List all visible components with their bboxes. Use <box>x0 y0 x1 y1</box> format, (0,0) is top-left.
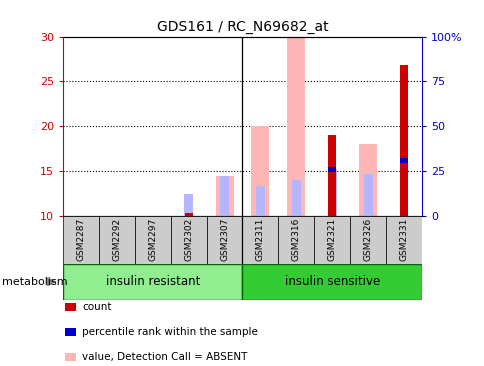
Text: GSM2292: GSM2292 <box>112 218 121 261</box>
Text: GSM2331: GSM2331 <box>399 218 408 261</box>
Bar <box>363 174 372 216</box>
Bar <box>358 144 376 216</box>
Text: GSM2287: GSM2287 <box>76 218 85 261</box>
Bar <box>63 264 242 300</box>
Bar <box>256 186 264 216</box>
Text: GSM2302: GSM2302 <box>184 218 193 261</box>
Text: GSM2297: GSM2297 <box>148 218 157 261</box>
Bar <box>99 216 135 264</box>
Bar <box>399 65 407 216</box>
Bar <box>327 169 336 216</box>
Text: insulin sensitive: insulin sensitive <box>284 275 379 288</box>
Bar <box>220 176 228 216</box>
Bar <box>63 216 99 264</box>
Bar <box>215 176 233 216</box>
Text: insulin resistant: insulin resistant <box>106 275 199 288</box>
Bar <box>287 37 304 216</box>
Text: value, Detection Call = ABSENT: value, Detection Call = ABSENT <box>82 352 247 362</box>
Bar <box>314 216 349 264</box>
Bar <box>278 216 314 264</box>
Bar <box>184 194 193 216</box>
Bar <box>242 264 421 300</box>
Text: GSM2316: GSM2316 <box>291 218 300 261</box>
Bar <box>184 213 192 216</box>
Bar <box>242 216 278 264</box>
Text: GSM2307: GSM2307 <box>220 218 228 261</box>
Text: GSM2326: GSM2326 <box>363 218 372 261</box>
Bar <box>385 216 421 264</box>
Bar <box>291 180 300 216</box>
Bar <box>399 158 407 163</box>
Bar <box>328 135 335 216</box>
Bar <box>135 216 170 264</box>
Bar <box>251 126 269 216</box>
Text: metabolism: metabolism <box>2 277 68 287</box>
Text: GSM2311: GSM2311 <box>256 218 264 261</box>
Bar <box>349 216 385 264</box>
Bar <box>170 216 206 264</box>
Text: percentile rank within the sample: percentile rank within the sample <box>82 327 258 337</box>
Bar <box>206 216 242 264</box>
Title: GDS161 / RC_N69682_at: GDS161 / RC_N69682_at <box>156 20 328 34</box>
Bar <box>328 167 335 172</box>
Text: count: count <box>82 302 112 313</box>
Text: GSM2321: GSM2321 <box>327 218 336 261</box>
